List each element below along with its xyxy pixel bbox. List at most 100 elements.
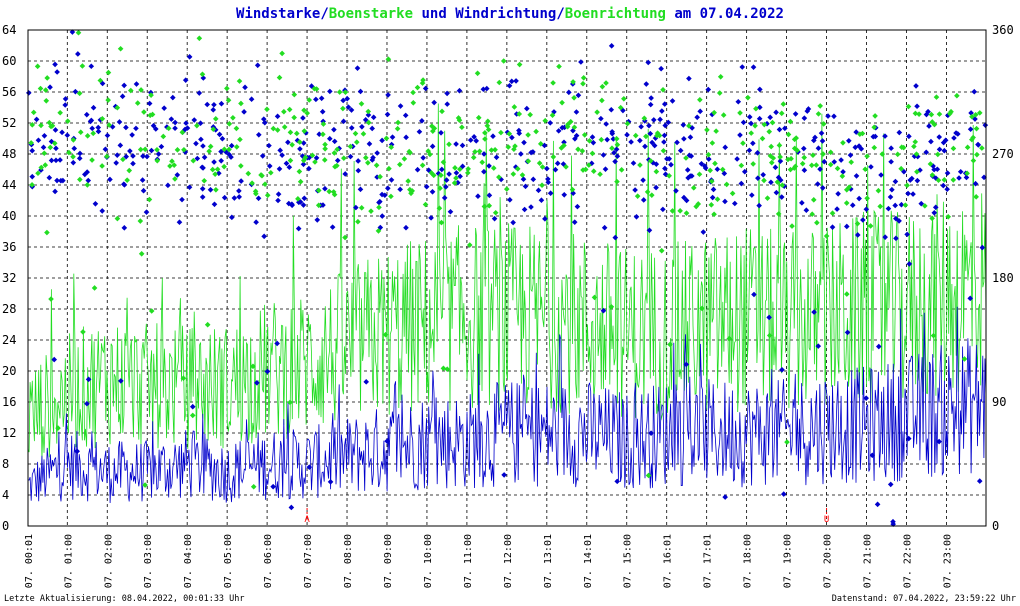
x-tick-label: 07. 02:00 bbox=[103, 534, 114, 588]
windrichtung-point bbox=[254, 380, 260, 386]
windrichtung-point bbox=[844, 329, 851, 336]
windrichtung-point bbox=[490, 133, 496, 140]
windrichtung-point bbox=[509, 134, 515, 141]
windrichtung-point bbox=[750, 140, 756, 147]
boenrichtung-point bbox=[695, 201, 702, 207]
windrichtung-point bbox=[512, 164, 519, 170]
windrichtung-point bbox=[289, 202, 295, 209]
windrichtung-point bbox=[236, 194, 242, 200]
windrichtung-point bbox=[748, 120, 754, 127]
windrichtung-point bbox=[370, 114, 377, 121]
boenrichtung-point bbox=[621, 96, 627, 102]
boenrichtung-point bbox=[843, 186, 850, 193]
windrichtung-point bbox=[453, 170, 460, 176]
windrichtung-point bbox=[840, 169, 846, 175]
boenrichtung-point bbox=[296, 168, 303, 175]
windrichtung-point bbox=[571, 219, 578, 225]
boenrichtung-point bbox=[712, 160, 718, 167]
windrichtung-point bbox=[574, 203, 581, 210]
windrichtung-point bbox=[369, 157, 376, 163]
windrichtung-point bbox=[355, 167, 362, 174]
windrichtung-point bbox=[901, 168, 907, 175]
boenrichtung-point bbox=[360, 131, 367, 137]
boenrichtung-point bbox=[581, 132, 588, 138]
windrichtung-point bbox=[689, 173, 695, 179]
windrichtung-point bbox=[219, 135, 226, 142]
boenrichtung-point bbox=[719, 166, 726, 173]
windrichtung-point bbox=[612, 158, 618, 165]
windrichtung-point bbox=[683, 197, 690, 204]
windrichtung-point bbox=[941, 147, 948, 154]
windrichtung-point bbox=[926, 123, 932, 129]
boenrichtung-point bbox=[440, 365, 447, 372]
boenrichtung-point bbox=[894, 151, 901, 158]
windrichtung-point bbox=[944, 170, 951, 176]
boenrichtung-point bbox=[99, 116, 106, 122]
boenrichtung-point bbox=[814, 219, 820, 226]
boenrichtung-point bbox=[976, 110, 983, 116]
boenrichtung-point bbox=[452, 165, 458, 171]
boenrichtung-point bbox=[142, 146, 148, 153]
windrichtung-point bbox=[90, 104, 97, 111]
windrichtung-point bbox=[914, 103, 920, 110]
windrichtung-point bbox=[853, 173, 860, 179]
windrichtung-point bbox=[486, 192, 493, 199]
boenrichtung-point bbox=[291, 91, 298, 98]
boenrichtung-point bbox=[490, 165, 497, 171]
windrichtung-point bbox=[683, 361, 690, 368]
boenrichtung-point bbox=[637, 162, 643, 168]
boenrichtung-point bbox=[516, 61, 523, 68]
boenrichtung-point bbox=[368, 208, 374, 214]
windrichtung-point bbox=[70, 159, 77, 166]
windrichtung-point bbox=[893, 215, 899, 222]
windrichtung-point bbox=[322, 185, 328, 192]
windrichtung-point bbox=[756, 202, 762, 209]
boenrichtung-point bbox=[311, 85, 318, 92]
boenrichtung-point bbox=[451, 180, 458, 186]
boenrichtung-point bbox=[397, 161, 403, 168]
windrichtung-point bbox=[435, 170, 442, 177]
windrichtung-point bbox=[459, 163, 466, 170]
windrichtung-point bbox=[319, 108, 326, 115]
boenrichtung-point bbox=[342, 89, 349, 96]
boenrichtung-point bbox=[801, 154, 808, 161]
x-tick-label: 07. 13:01 bbox=[543, 534, 554, 588]
windrichtung-point bbox=[979, 244, 986, 251]
boenrichtung-point bbox=[590, 168, 597, 174]
windrichtung-point bbox=[507, 197, 513, 203]
windrichtung-point bbox=[158, 143, 165, 150]
windrichtung-point bbox=[38, 167, 44, 173]
windrichtung-point bbox=[365, 112, 372, 118]
windrichtung-point bbox=[780, 491, 787, 497]
boenrichtung-point bbox=[154, 147, 160, 153]
boenrichtung-point bbox=[377, 173, 383, 180]
windrichtung-point bbox=[453, 141, 459, 147]
x-tick-label: 07. 23:00 bbox=[942, 534, 953, 588]
windrichtung-point bbox=[143, 209, 150, 215]
windrichtung-point bbox=[459, 142, 466, 149]
windrichtung-point bbox=[326, 135, 333, 142]
boenrichtung-point bbox=[365, 159, 371, 166]
boenrichtung-point bbox=[768, 159, 775, 166]
windrichtung-point bbox=[722, 494, 728, 500]
windrichtung-point bbox=[882, 133, 888, 139]
windrichtung-point bbox=[643, 81, 650, 87]
boenrichtung-point bbox=[594, 109, 600, 115]
boenrichtung-point bbox=[537, 141, 544, 147]
windrichtung-point bbox=[662, 165, 668, 172]
boenrichtung-point bbox=[409, 188, 416, 194]
boenrichtung-point bbox=[839, 173, 846, 179]
windrichtung-point bbox=[382, 192, 388, 199]
boenrichtung-point bbox=[527, 111, 533, 118]
windrichtung-point bbox=[906, 133, 912, 140]
boenrichtung-point bbox=[779, 182, 786, 189]
boenrichtung-point bbox=[38, 164, 45, 171]
windrichtung-point bbox=[76, 155, 83, 162]
boenrichtung-point bbox=[306, 97, 313, 103]
boenrichtung-point bbox=[148, 308, 155, 314]
windrichtung-point bbox=[749, 192, 755, 198]
windrichtung-point bbox=[207, 186, 214, 193]
windrichtung-point bbox=[522, 183, 529, 190]
boenrichtung-point bbox=[793, 135, 799, 141]
windrichtung-point bbox=[194, 155, 201, 162]
